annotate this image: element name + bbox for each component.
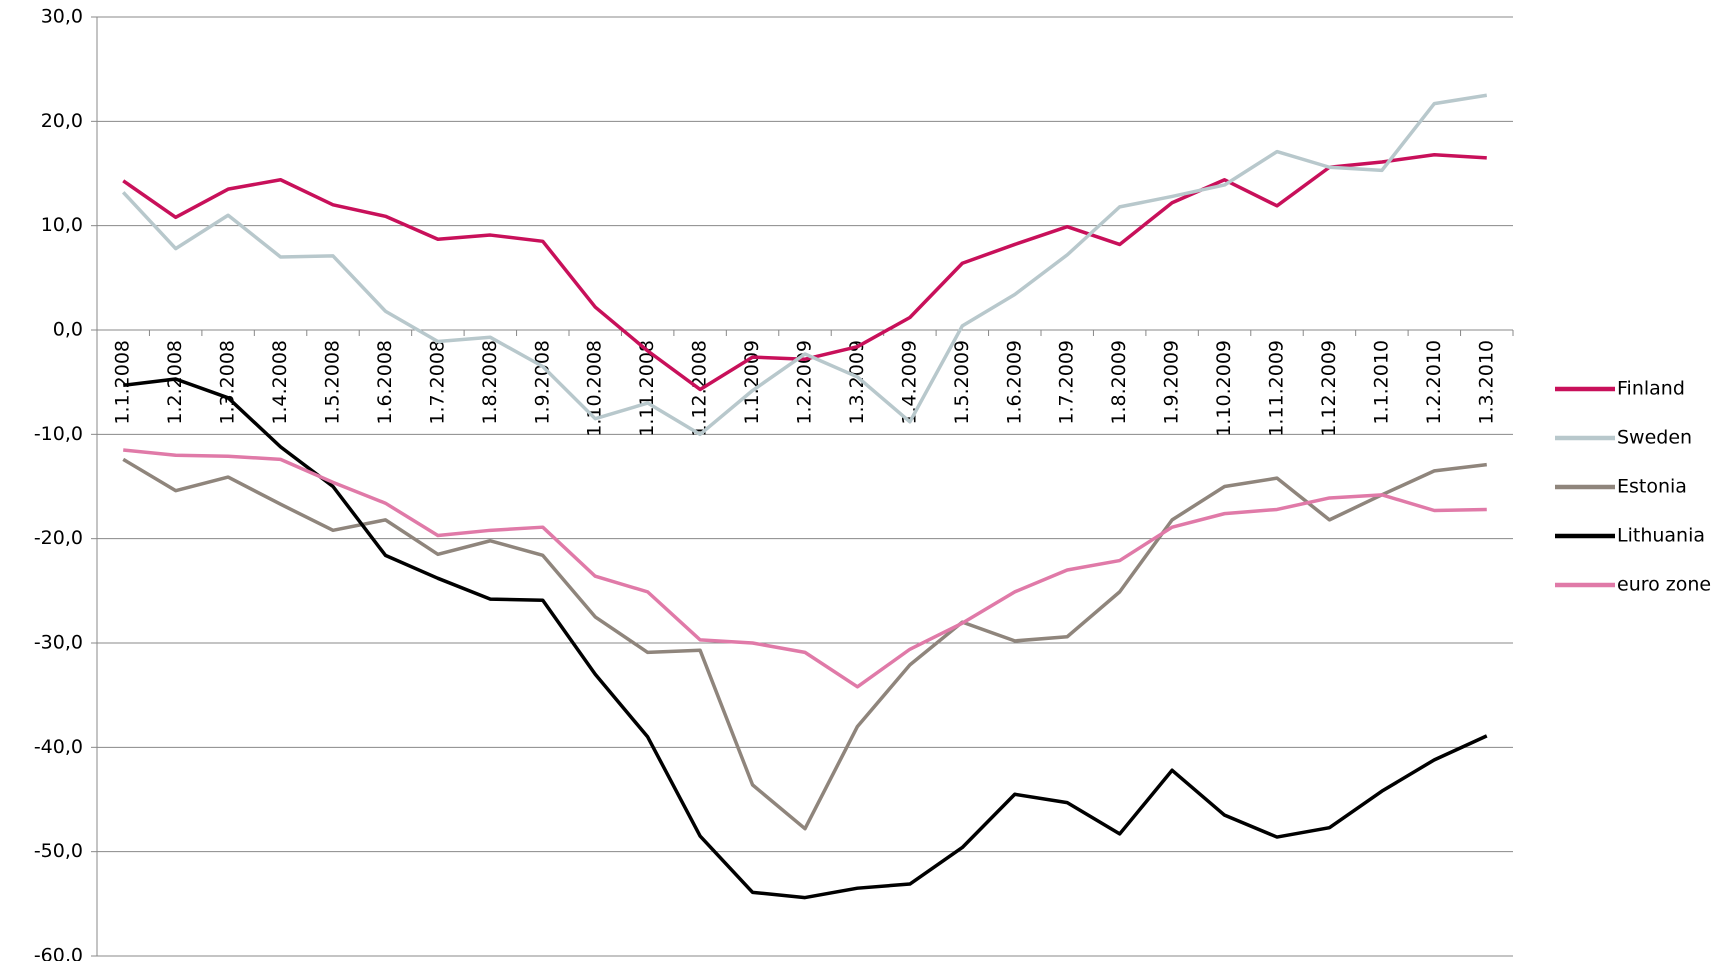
legend-label: Finland — [1617, 378, 1685, 400]
series-line — [123, 448, 1487, 689]
x-tick-label: 1.1.2010 — [1370, 340, 1392, 425]
x-tick-label: 1.2.2009 — [794, 340, 816, 425]
x-tick-label: 1.12.2009 — [1318, 340, 1340, 437]
x-tick-label: 1.2.2008 — [164, 340, 186, 425]
x-tick-label: 1.9.2009 — [1161, 340, 1183, 425]
series-line — [121, 93, 1488, 437]
x-tick-label: 1.3.2010 — [1475, 340, 1497, 425]
x-tick-label: 1.3.2008 — [217, 340, 239, 425]
y-tick-label: -10,0 — [34, 423, 83, 445]
x-tick-label: 1.6.2009 — [1003, 340, 1025, 425]
y-tick-label: 20,0 — [41, 110, 83, 132]
y-tick-label: -60,0 — [34, 945, 83, 961]
y-tick-label: -40,0 — [34, 736, 83, 758]
x-tick-label: 1.4.2008 — [269, 340, 291, 425]
x-tick-label: 1.1.2009 — [741, 340, 763, 425]
x-tick-label: 1.8.2009 — [1108, 340, 1130, 425]
legend-label: Lithuania — [1617, 525, 1705, 547]
x-tick-label: 1.11.2009 — [1266, 340, 1288, 437]
x-tick-label: 1.7.2008 — [426, 340, 448, 425]
y-tick-label: -30,0 — [34, 632, 83, 654]
series-line — [122, 152, 1487, 392]
legend-label: Estonia — [1617, 476, 1687, 498]
x-tick-label: 1.6.2008 — [374, 340, 396, 425]
x-tick-label: 1.4.2009 — [898, 340, 920, 425]
legend-label: Sweden — [1617, 427, 1692, 449]
x-tick-label: 1.10.2008 — [584, 340, 606, 437]
x-tick-label: 1.7.2009 — [1056, 340, 1078, 425]
x-tick-label: 1.5.2009 — [951, 340, 973, 425]
x-tick-label: 1.9.2008 — [531, 340, 553, 425]
y-tick-label: -50,0 — [34, 840, 83, 862]
x-tick-label: 1.2.2010 — [1423, 340, 1445, 425]
x-tick-label: 1.5.2008 — [322, 340, 344, 425]
series-line — [122, 457, 1487, 831]
x-tick-label: 1.10.2009 — [1213, 340, 1235, 437]
series-line — [123, 377, 1488, 900]
x-tick-label: 1.1.2008 — [112, 340, 134, 425]
y-tick-label: -20,0 — [34, 527, 83, 549]
y-tick-label: 30,0 — [41, 6, 83, 28]
legend-label: euro zone — [1617, 574, 1711, 596]
x-tick-label: 1.8.2008 — [479, 340, 501, 425]
x-tick-label: 1.3.2009 — [846, 340, 868, 425]
y-tick-label: 0,0 — [53, 319, 83, 341]
y-tick-label: 10,0 — [41, 214, 83, 236]
x-tick-label: 1.11.2008 — [636, 340, 658, 437]
